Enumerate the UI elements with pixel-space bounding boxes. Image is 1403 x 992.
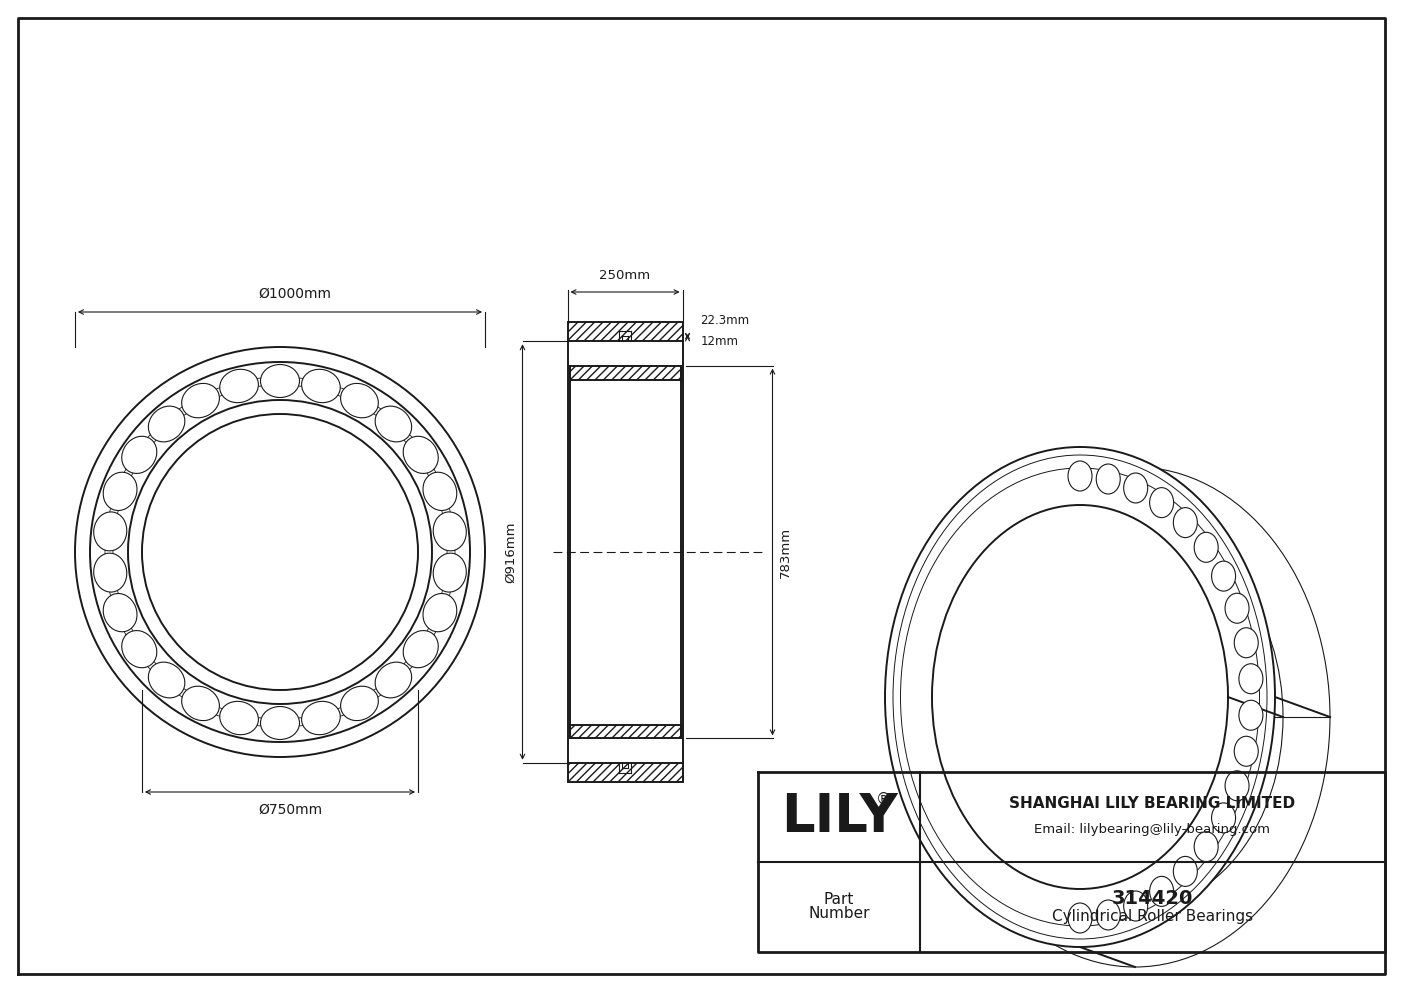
Text: Ø750mm: Ø750mm bbox=[258, 803, 323, 817]
Ellipse shape bbox=[375, 662, 411, 698]
Ellipse shape bbox=[422, 593, 457, 632]
Text: Email: lilybearing@lily-bearing.com: Email: lilybearing@lily-bearing.com bbox=[1034, 823, 1271, 836]
Text: 12mm: 12mm bbox=[700, 335, 738, 348]
Ellipse shape bbox=[1235, 736, 1258, 766]
Ellipse shape bbox=[122, 436, 157, 473]
Text: SHANGHAI LILY BEARING LIMITED: SHANGHAI LILY BEARING LIMITED bbox=[1009, 797, 1295, 811]
Text: Part: Part bbox=[824, 893, 854, 908]
Ellipse shape bbox=[1239, 664, 1263, 693]
Ellipse shape bbox=[1096, 900, 1120, 930]
Ellipse shape bbox=[220, 369, 258, 403]
Bar bbox=[567, 322, 682, 341]
Bar bbox=[570, 366, 680, 380]
Ellipse shape bbox=[104, 593, 137, 632]
Text: 250mm: 250mm bbox=[599, 269, 651, 282]
Text: Cylindrical Roller Bearings: Cylindrical Roller Bearings bbox=[1052, 910, 1253, 925]
Ellipse shape bbox=[341, 686, 379, 720]
Ellipse shape bbox=[220, 701, 258, 735]
Ellipse shape bbox=[1239, 700, 1263, 730]
Ellipse shape bbox=[261, 706, 299, 739]
Ellipse shape bbox=[1149, 876, 1174, 907]
Ellipse shape bbox=[885, 447, 1275, 947]
Ellipse shape bbox=[302, 701, 341, 735]
Bar bbox=[570, 724, 680, 738]
Text: Ø1000mm: Ø1000mm bbox=[258, 287, 331, 301]
Text: 22.3mm: 22.3mm bbox=[700, 314, 749, 327]
Ellipse shape bbox=[181, 383, 219, 418]
Ellipse shape bbox=[403, 631, 438, 668]
Ellipse shape bbox=[1225, 593, 1249, 623]
Ellipse shape bbox=[434, 512, 466, 551]
Ellipse shape bbox=[1173, 508, 1197, 538]
Ellipse shape bbox=[1096, 464, 1120, 494]
Text: Number: Number bbox=[808, 907, 870, 922]
Ellipse shape bbox=[1068, 461, 1092, 491]
Text: Ø916mm: Ø916mm bbox=[505, 521, 518, 582]
Ellipse shape bbox=[94, 554, 126, 592]
Ellipse shape bbox=[181, 686, 219, 720]
Bar bbox=[567, 763, 682, 782]
Ellipse shape bbox=[375, 406, 411, 441]
Ellipse shape bbox=[104, 472, 137, 511]
Ellipse shape bbox=[1212, 803, 1236, 833]
Ellipse shape bbox=[403, 436, 438, 473]
Text: ®: ® bbox=[877, 792, 892, 806]
Text: 314420: 314420 bbox=[1111, 889, 1193, 908]
Ellipse shape bbox=[434, 554, 466, 592]
Ellipse shape bbox=[1173, 856, 1197, 887]
Ellipse shape bbox=[1212, 561, 1236, 591]
Ellipse shape bbox=[1124, 473, 1148, 503]
Ellipse shape bbox=[1194, 831, 1218, 862]
Ellipse shape bbox=[1124, 891, 1148, 921]
Ellipse shape bbox=[1235, 628, 1258, 658]
Ellipse shape bbox=[149, 662, 185, 698]
Ellipse shape bbox=[422, 472, 457, 511]
Ellipse shape bbox=[261, 364, 299, 398]
Ellipse shape bbox=[149, 406, 185, 441]
Ellipse shape bbox=[302, 369, 341, 403]
Ellipse shape bbox=[932, 505, 1228, 889]
Ellipse shape bbox=[1194, 533, 1218, 562]
Text: 783mm: 783mm bbox=[779, 527, 791, 577]
Ellipse shape bbox=[1225, 771, 1249, 801]
Ellipse shape bbox=[341, 383, 379, 418]
Ellipse shape bbox=[1149, 488, 1174, 518]
Text: LILY: LILY bbox=[780, 791, 898, 843]
Ellipse shape bbox=[94, 512, 126, 551]
Ellipse shape bbox=[1068, 903, 1092, 933]
Ellipse shape bbox=[122, 631, 157, 668]
